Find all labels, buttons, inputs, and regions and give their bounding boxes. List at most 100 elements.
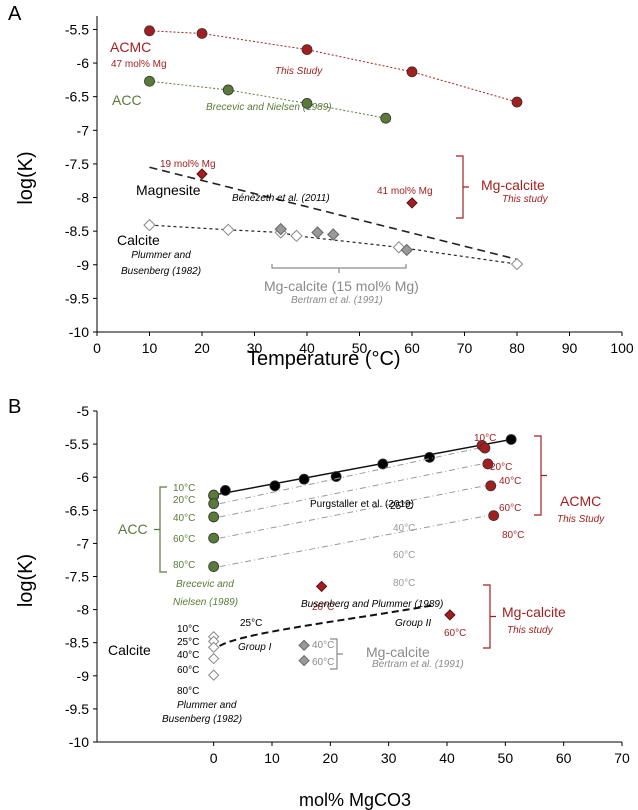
calcite-point [222,223,235,237]
x-tick-label: 20 [194,340,210,356]
y-tick-label: -6 [77,55,90,71]
mgcalcite15-point [327,228,340,241]
isotherm-line [219,463,482,518]
x-tick-label: 30 [381,750,397,766]
calcite-point [207,669,220,681]
cal-80-label: 80°C [177,686,199,697]
t40-label: 40°C [393,523,415,534]
acc-bracket [154,486,167,573]
t25-label: 25°C [390,501,412,512]
purgstaller-point [298,473,310,485]
bertram-bracket [330,638,343,670]
isotherm-line [219,447,480,505]
magnesite-label: Magnesite [136,182,201,198]
x-tick-label: 0 [210,750,218,766]
mgcalcite-label: Mg-calcite [481,177,545,193]
purgstaller-label: Purgstaller et al. (2019) [310,499,414,510]
acmc-60-label: 60°C [499,503,521,514]
x-tick-label: 50 [498,750,514,766]
brecevic-line2: Nielsen (1989) [173,597,238,608]
x-tick-label: 50 [352,340,368,356]
cal-10-label: 10°C [177,624,199,635]
calcite-line [149,224,518,265]
y-tick-label: -10 [69,324,89,340]
acc-point [208,511,220,523]
acc-20-label: 20°C [173,495,195,506]
panel-a: -5.5 -6 -6.5 -7 -7.5 -8 -8.5 -9 -9.5 -100 10 20 30 40… [8,3,634,370]
acc-label: ACC [118,521,148,537]
acmc-40-label: 40°C [499,476,521,487]
mgcalcite-point [406,197,418,209]
plummer-line2: Busenberg (1982) [121,266,201,277]
calcite-label: Calcite [117,232,160,248]
mgcalcite15-point [400,243,413,257]
this-study-label: This Study [557,514,605,525]
acmc-point [482,458,494,470]
x-tick-label: 100 [610,340,634,356]
plummer-line2: Busenberg (1982) [162,714,242,725]
calcite-label: Calcite [108,642,151,658]
isotherm-line [219,515,488,568]
this-study-label: This Study [275,66,323,77]
acmc-point [406,66,418,78]
purgstaller-point [424,451,435,463]
x-tick-label: 80 [509,340,525,356]
acmc-point [144,25,155,37]
cal-40-label: 40°C [177,650,199,661]
acmc-point [485,480,497,492]
purgstaller-point [377,458,389,470]
x-tick-label: 60 [404,340,420,356]
acc-point [208,532,220,544]
x-axis-title: Temperature (°C) [247,348,401,370]
x-tick-label: 70 [614,750,630,766]
mgcalcite15-point [311,226,324,239]
cal-60-label: 60°C [177,665,199,676]
plummer-line1: Plummer and [177,700,237,711]
plummer-line1: Plummer and [131,250,191,261]
purgstaller-line [213,438,512,496]
y-tick-label: -6.5 [65,502,89,518]
y-tick-label: -7.5 [65,569,89,585]
mgcalcite-gray-label: Mg-calcite [366,644,430,660]
y-tick-label: -9 [77,668,90,684]
acc-10-label: 10°C [173,483,195,494]
acmc-label: ACMC [110,39,151,55]
y-tick-label: -8.5 [65,223,89,239]
bertram-point [298,639,310,652]
purgstaller-point [330,471,342,482]
mgcalcite-bracket [456,155,469,219]
this-study-lower-label: This study [502,194,549,205]
mol19-label: 19 mol% Mg [160,159,216,170]
this-study-lower-label: This study [507,625,554,636]
bert-40-label: 40°C [312,640,334,651]
mol41-label: 41 mol% Mg [377,186,433,197]
y-tick-label: -7.5 [65,156,89,172]
t60-label: 60°C [393,550,415,561]
acc-80-label: 80°C [173,560,195,571]
group2-label: Group II [395,618,431,629]
acc-point [144,75,155,87]
x-tick-label: 60 [556,750,572,766]
y-tick-label: -10 [69,734,89,750]
y-tick-label: -7 [77,122,90,138]
mgcalcite-bracket [483,584,496,649]
t80-label: 80°C [393,578,415,589]
acmc-label: ACMC [560,493,601,509]
y-tick-label: -9 [77,257,90,273]
brecevic-line1: Brecevic and [176,579,234,590]
acmc-point [301,44,313,56]
mgcalcite15-bracket [271,264,407,273]
benezeth-label: Bénézeth et al. (2011) [232,193,330,204]
x-tick-label: 40 [439,750,455,766]
x-tick-label: 40 [299,340,315,356]
y-axis-title: log(K) [15,151,37,204]
purgstaller-point [219,485,231,496]
calcite-point [143,218,156,232]
acmc-point [511,96,523,108]
x-tick-label: 90 [562,340,578,356]
brecevic-label: Brecevic and Nielsen (1989) [206,102,332,113]
y-tick-label: -8 [77,190,90,206]
group1-label: Group I [238,642,272,653]
y-tick-label: -5 [77,403,90,419]
